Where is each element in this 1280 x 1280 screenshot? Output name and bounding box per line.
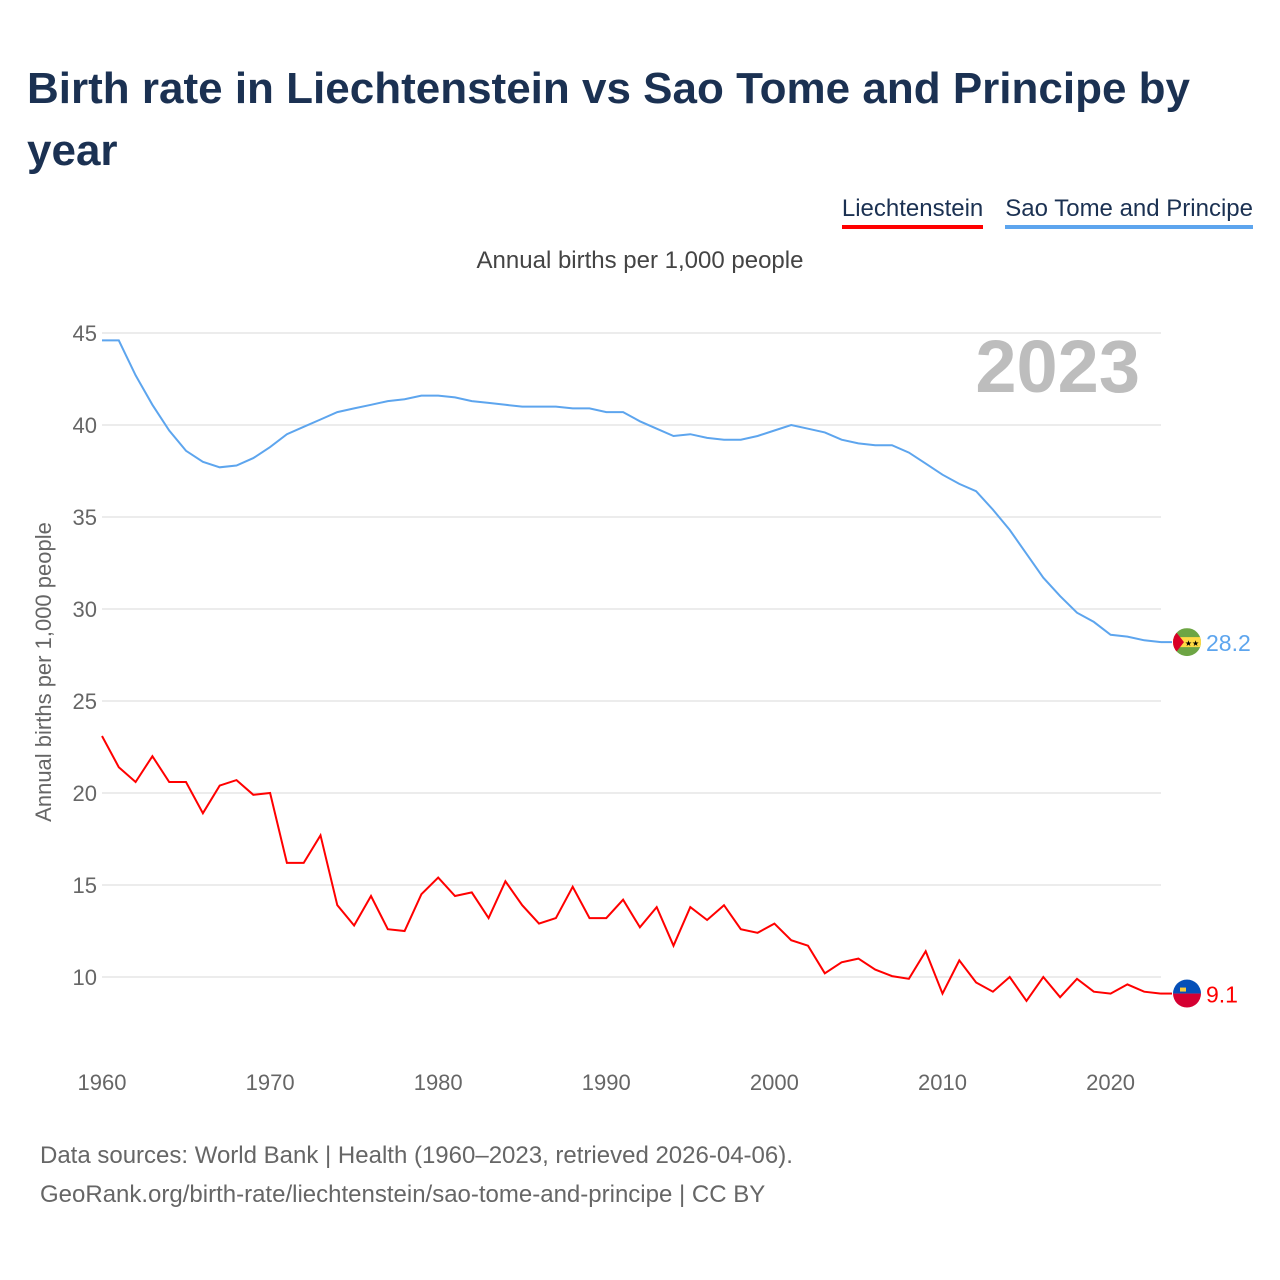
y-tick-label: 10 <box>73 965 97 990</box>
svg-text:★★: ★★ <box>1185 639 1199 648</box>
y-axis-label: Annual births per 1,000 people <box>31 522 56 822</box>
series-line-liechtenstein <box>101 735 1162 1003</box>
y-tick-label: 45 <box>73 321 97 346</box>
legend: Liechtenstein Sao Tome and Principe <box>841 195 1253 229</box>
legend-liechtenstein[interactable]: Liechtenstein <box>841 195 984 229</box>
x-tick-label: 2000 <box>750 1070 799 1095</box>
chart-subtitle: Annual births per 1,000 people <box>476 247 804 274</box>
footer: Data sources: World Bank | Health (1960–… <box>40 1136 793 1214</box>
x-tick-label: 1990 <box>582 1070 631 1095</box>
end-value-label: 9.1 <box>1206 982 1238 1008</box>
year-watermark: 2023 <box>975 325 1140 408</box>
x-tick-label: 2010 <box>918 1070 967 1095</box>
sao-tome-and-principe-flag-icon: ★★ <box>1173 628 1201 657</box>
x-tick-label: 1980 <box>414 1070 463 1095</box>
end-value-label: 28.2 <box>1206 630 1251 656</box>
y-tick-label: 25 <box>73 689 97 714</box>
y-tick-label: 30 <box>73 597 97 622</box>
liechtenstein-flag-icon <box>1173 979 1201 1008</box>
legend-sao-tome[interactable]: Sao Tome and Principe <box>1005 195 1253 229</box>
source-url[interactable]: GeoRank.org/birth-rate/liechtenstein/sao… <box>40 1181 766 1208</box>
y-tick-label: 35 <box>73 505 97 530</box>
x-tick-label: 1960 <box>78 1070 127 1095</box>
y-tick-label: 40 <box>73 413 97 438</box>
y-tick-label: 15 <box>73 873 97 898</box>
x-tick-label: 2020 <box>1086 1070 1135 1095</box>
x-tick-label: 1970 <box>246 1070 295 1095</box>
y-tick-label: 20 <box>73 781 97 806</box>
source-text: Data sources: World Bank | Health (1960–… <box>40 1142 793 1169</box>
chart-title: Birth rate in Liechtenstein vs Sao Tome … <box>27 64 1191 175</box>
series-line-sao-tome <box>102 339 1162 644</box>
